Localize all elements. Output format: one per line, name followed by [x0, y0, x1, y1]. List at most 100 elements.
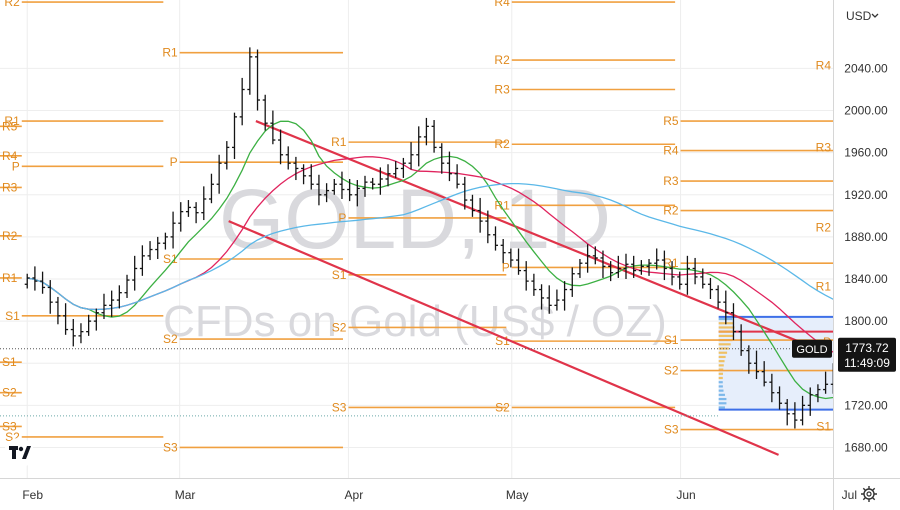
price-bar — [738, 324, 744, 356]
price-bar — [285, 146, 291, 170]
volume-profile-bar — [718, 402, 727, 405]
price-tick-label: 1880.00 — [844, 230, 888, 244]
currency-label[interactable]: USD — [846, 9, 872, 23]
volume-profile-bar — [718, 355, 726, 359]
pivot-label: S1 — [2, 355, 17, 369]
tradingview-logo-icon[interactable] — [4, 438, 34, 468]
price-bar — [32, 266, 38, 291]
price-bar — [393, 161, 399, 178]
price-bar — [469, 194, 475, 217]
value-area-box — [718, 315, 855, 411]
volume-profile-bar — [718, 360, 725, 363]
price-bar — [101, 293, 107, 320]
pivot-label: P — [170, 155, 178, 169]
price-bar — [93, 308, 99, 331]
grid-lines — [0, 0, 845, 478]
pivot-label: R4 — [663, 144, 679, 158]
price-bar — [531, 273, 537, 296]
chevron-down-icon[interactable] — [871, 13, 879, 18]
volume-profile-bar — [718, 368, 724, 371]
symbol-tag-bg — [792, 339, 832, 358]
time-axis[interactable]: FebMarAprMayJunJulAugSepOct28 — [0, 478, 900, 510]
price-bar — [661, 250, 667, 281]
pivot-label: S3 — [163, 440, 178, 454]
price-bar — [569, 267, 575, 297]
price-bar — [185, 200, 191, 217]
price-bar — [216, 154, 222, 194]
price-bar — [331, 178, 337, 195]
volume-profile-bar — [718, 397, 727, 401]
price-bar — [208, 173, 214, 204]
price-bar — [585, 244, 591, 273]
price-bar — [769, 373, 775, 403]
price-bar — [55, 296, 61, 325]
price-bar — [746, 345, 752, 374]
pivot-label: S2 — [495, 400, 510, 414]
price-bar — [162, 232, 168, 250]
price-bar — [654, 248, 660, 270]
price-bar — [201, 186, 207, 221]
pivot-label: R5 — [2, 119, 18, 133]
price-bar — [262, 94, 268, 131]
channel-lower-line[interactable] — [228, 220, 779, 456]
descending-channel[interactable] — [228, 120, 801, 456]
pivot-label: R1 — [4, 114, 20, 128]
moving-average-line — [27, 120, 900, 400]
price-bar — [301, 164, 307, 185]
pivot-label: R3 — [494, 82, 510, 96]
price-bar — [139, 245, 145, 276]
volume-profile-bar — [718, 364, 724, 367]
currency-selector[interactable]: USD — [846, 9, 879, 23]
price-bar — [362, 175, 368, 197]
pivot-label: S1 — [5, 309, 20, 323]
pivot-label: S1 — [332, 268, 347, 282]
price-bar — [539, 284, 545, 310]
price-bar — [446, 151, 452, 182]
price-bars — [24, 47, 900, 429]
pivot-label: R5 — [663, 114, 679, 128]
price-bar — [316, 174, 322, 206]
channel-upper-line[interactable] — [255, 120, 801, 344]
price-tick-label: 1840.00 — [844, 272, 888, 286]
pivot-label: R1 — [816, 279, 832, 293]
price-bar — [247, 47, 253, 95]
price-bar — [707, 277, 713, 300]
price-bar — [562, 281, 568, 311]
price-bar — [723, 290, 729, 325]
price-bar — [416, 126, 422, 167]
volume-profile-bar — [718, 351, 728, 354]
price-bar — [477, 197, 483, 233]
price-bar — [492, 226, 498, 251]
price-bar — [270, 110, 276, 145]
settings-gear-icon[interactable] — [861, 486, 877, 502]
price-bar — [377, 167, 383, 195]
pivot-label: S1 — [163, 252, 178, 266]
price-tick-label: 1960.00 — [844, 146, 888, 160]
price-axis-bg — [833, 0, 900, 510]
pivot-label: S2 — [2, 386, 17, 400]
pivot-label: R2 — [4, 0, 20, 9]
price-tick-label: 1680.00 — [844, 440, 888, 454]
volume-profile-bar — [718, 326, 735, 329]
price-bar — [792, 402, 798, 429]
pivot-label: R4 — [816, 58, 832, 72]
price-axis[interactable]: 2040.00 2000.00 1960.00 1920.00 1880.00 1840.… — [833, 0, 900, 510]
volume-profile-bar — [718, 393, 725, 396]
price-bar — [70, 319, 76, 347]
watermark: GOLD, 1D CFDs on Gold (US$ / OZ) — [163, 172, 667, 346]
price-bar — [730, 303, 736, 341]
price-bar — [631, 255, 637, 278]
price-bar — [523, 261, 529, 291]
price-tag-bg — [838, 337, 896, 372]
pivot-label: R3 — [663, 174, 679, 188]
price-bar — [700, 268, 706, 289]
volume-profile-bar — [718, 381, 723, 384]
pivot-label: S2 — [163, 332, 178, 346]
pivot-label: R2 — [2, 229, 18, 243]
price-bar — [116, 285, 122, 309]
pivot-label: P — [502, 260, 510, 274]
pivot-label: R4 — [494, 0, 510, 9]
price-bar — [608, 261, 614, 282]
